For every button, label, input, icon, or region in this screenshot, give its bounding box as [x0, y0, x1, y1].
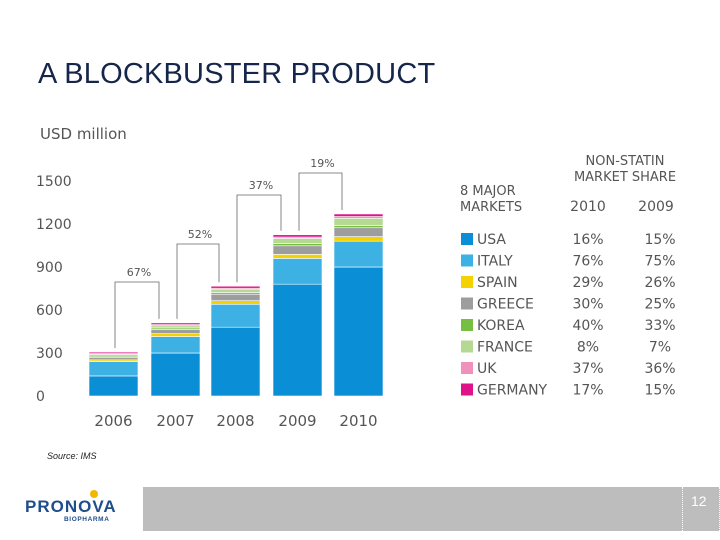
y-axis-label: USD million [40, 125, 127, 143]
page-number: 12 [691, 493, 707, 509]
share-2010-value: 29% [572, 275, 603, 291]
table-header-share-line2: MARKET SHARE [574, 170, 676, 185]
market-chart: USD million 0 300 600 900 1200 1500 2006 2007 200… [36, 125, 676, 430]
x-tick-label: 2009 [278, 412, 316, 430]
bar-segment [150, 352, 201, 397]
footer-bar: PRONOVA BIOPHARMA 12 [8, 487, 720, 531]
y-tick-label: 0 [36, 389, 45, 405]
share-2010-value: 16% [572, 232, 603, 248]
y-tick-label: 1200 [36, 217, 72, 233]
bar-segment [333, 225, 384, 229]
share-2009-value: 15% [644, 383, 675, 399]
source-note: Source: IMS [47, 451, 97, 461]
growth-label: 52% [188, 228, 212, 241]
page-number-box: 12 [682, 487, 720, 531]
bar-segment [333, 236, 384, 242]
bar-segment [272, 258, 323, 285]
growth-label: 67% [127, 266, 151, 279]
bar-segment [210, 300, 261, 305]
share-2009-value: 33% [644, 318, 675, 334]
growth-bracket [236, 194, 282, 283]
bar-segment [210, 303, 261, 328]
table-header-markets-line1: 8 MAJOR [460, 184, 516, 199]
bar-segment [88, 356, 139, 361]
share-2009-value: 75% [644, 254, 675, 270]
legend-swatch [461, 340, 473, 353]
table-header-share-line1: NON-STATIN [586, 154, 665, 169]
bar-segment [272, 238, 323, 244]
legend-swatch [461, 233, 473, 245]
logo-subtitle: BIOPHARMA [64, 516, 110, 523]
growth-label: 37% [249, 179, 273, 192]
bar-segment [210, 289, 261, 293]
bar-segment [272, 243, 323, 247]
y-tick-label: 600 [36, 303, 63, 319]
bar-segment [88, 351, 139, 354]
growth-bracket [298, 172, 343, 231]
bar-segment [150, 329, 201, 334]
bar-segment [150, 325, 201, 329]
legend-swatch [461, 319, 473, 331]
x-tick-label: 2008 [216, 412, 254, 430]
table-col-2010: 2010 [570, 199, 606, 215]
logo-dot-icon [90, 490, 98, 498]
bar-segment [333, 240, 384, 268]
legend-market-label: KOREA [477, 318, 525, 334]
bar-segment [272, 234, 323, 238]
y-tick-label: 300 [36, 346, 63, 362]
legend-market-label: GERMANY [477, 383, 548, 399]
legend-swatch [461, 276, 473, 288]
share-2009-value: 7% [649, 340, 671, 356]
share-2010-value: 8% [577, 340, 599, 356]
bar-segment [150, 336, 201, 354]
bar-segment [150, 322, 201, 325]
bar-segment [210, 293, 261, 301]
x-tick-label: 2010 [339, 412, 377, 430]
legend-market-label: GREECE [477, 297, 534, 313]
bar-segment [88, 361, 139, 377]
share-2009-value: 25% [644, 297, 675, 313]
share-2009-value: 15% [644, 232, 675, 248]
share-2009-value: 36% [644, 361, 675, 377]
share-2010-value: 40% [572, 318, 603, 334]
table-header-markets-line2: MARKETS [460, 200, 522, 215]
slide-title: A BLOCKBUSTER PRODUCT [38, 58, 436, 90]
bar-segment [210, 326, 261, 397]
y-tick-label: 1500 [36, 174, 72, 190]
legend-swatch [461, 297, 473, 310]
legend-market-label: ITALY [477, 254, 513, 270]
legend-swatch [461, 254, 473, 267]
legend-market-label: USA [477, 232, 506, 248]
logo: PRONOVA BIOPHARMA [8, 487, 143, 531]
bar-segment [333, 227, 384, 237]
growth-bracket [176, 243, 220, 319]
x-tick-label: 2007 [156, 412, 194, 430]
share-2009-value: 26% [644, 275, 675, 291]
growth-bracket [114, 281, 160, 349]
bar-segment [333, 266, 384, 397]
legend-market-label: UK [477, 361, 497, 377]
x-tick-label: 2006 [94, 412, 132, 430]
legend-swatch [461, 383, 473, 396]
share-2010-value: 17% [572, 383, 603, 399]
legend-market-label: SPAIN [477, 275, 518, 291]
bar-segment [88, 375, 139, 397]
share-2010-value: 76% [572, 254, 603, 270]
legend-swatch [461, 362, 473, 374]
bar-segment [150, 333, 201, 337]
bar-segment [210, 285, 261, 289]
bar-segment [272, 245, 323, 255]
bar-segment [333, 217, 384, 226]
bar-segment [272, 283, 323, 397]
bar-segment [272, 254, 323, 259]
legend-market-label: FRANCE [477, 340, 533, 356]
logo-wordmark: PRONOVA [25, 497, 117, 516]
bar-segment [333, 213, 384, 217]
growth-label: 19% [310, 157, 334, 170]
y-tick-label: 900 [36, 260, 63, 276]
share-2010-value: 37% [572, 361, 603, 377]
share-2010-value: 30% [572, 297, 603, 313]
table-col-2009: 2009 [638, 199, 674, 215]
